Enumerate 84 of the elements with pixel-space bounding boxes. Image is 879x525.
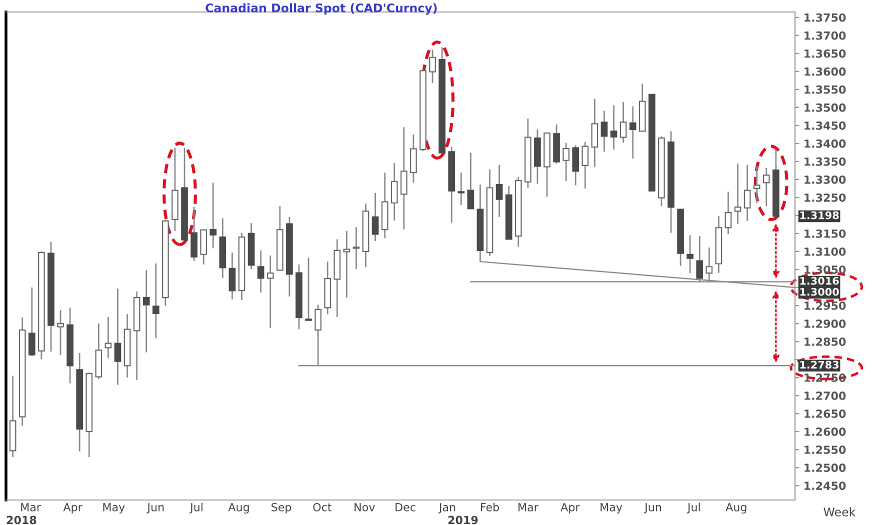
candlestick: [429, 49, 436, 84]
candlestick: [610, 104, 618, 150]
y-tick-label: 1.3150: [804, 229, 846, 238]
y-tick-label: 1.3700: [804, 31, 846, 40]
y-tick-label: 1.3450: [804, 121, 846, 130]
x-tick-label: Apr: [63, 503, 82, 514]
x-tick-label: May: [600, 503, 622, 514]
y-tick-label: 1.3250: [804, 193, 846, 202]
candlestick: [686, 234, 694, 274]
candlestick: [352, 226, 360, 270]
candlestick: [372, 192, 379, 242]
x-tick-label: May: [103, 503, 125, 514]
candlestick: [266, 254, 274, 329]
y-tick-label: 1.2850: [804, 338, 846, 346]
x-tick-label: Jun: [644, 503, 662, 514]
x-tick-label: Jul: [686, 502, 700, 514]
candlestick: [724, 191, 732, 235]
x-tick-label: Sep: [272, 502, 292, 514]
y-tick-label: 1.3750: [804, 13, 846, 22]
candlestick: [753, 165, 760, 204]
candlestick: [744, 164, 751, 222]
candlestick: [467, 152, 474, 210]
candlestick: [343, 230, 350, 298]
candlestick: [572, 144, 580, 186]
y-tick-label: 1.2900: [804, 320, 846, 328]
candlestick: [600, 110, 608, 152]
candlestick: [582, 141, 589, 190]
y-tick-label: 1.2500: [804, 464, 846, 472]
x-tick-label: Jul: [190, 502, 202, 514]
candlestick: [620, 101, 627, 144]
y-tick-label: 1.3400: [804, 139, 846, 148]
candlestick: [142, 270, 150, 354]
candlestick: [458, 172, 465, 206]
y-tick-label: 1.2950: [804, 301, 846, 310]
candlestick: [734, 162, 742, 224]
y-tick-label: 1.3500: [804, 103, 846, 112]
text: 2018: [6, 516, 36, 524]
candlestick: [762, 167, 770, 207]
candlestick: [210, 182, 217, 249]
y-tick-label: 1.3050: [804, 265, 846, 274]
candlestick: [410, 134, 417, 184]
x-tick-label: Oct: [313, 502, 332, 512]
x-tick-label: Mar: [518, 503, 538, 512]
y-tick-label: 1.3300: [804, 175, 846, 184]
candlestick: [629, 106, 636, 160]
chart-title: Canadian Dollar Spot (CAD'Curncy): [206, 3, 437, 15]
x-tick-label: Apr: [560, 503, 580, 514]
y-tick-label: 1.3100: [804, 247, 846, 256]
y-tick-label: 1.2450: [804, 482, 846, 490]
x-tick-label: Aug: [726, 503, 746, 514]
y-tick-label: 1.3550: [804, 85, 846, 94]
legend-label: 1.2783: [800, 360, 839, 369]
y-tick-label: 1.2650: [804, 410, 846, 418]
candlestick: [152, 262, 160, 339]
candlestick: [104, 316, 112, 359]
text: 2019: [448, 516, 478, 524]
candlestick: [228, 252, 236, 300]
candlestick: [562, 142, 570, 182]
x-tick-label: Jan: [438, 503, 456, 514]
annotation: 1.3198: [800, 211, 839, 220]
series-label: 1.3016: [800, 276, 839, 285]
y-tick-label: 1.3600: [804, 67, 846, 76]
x-tick-label: Dec: [396, 503, 416, 512]
candlestick: [400, 126, 408, 230]
candlestick: [591, 98, 598, 168]
text: Week: [824, 507, 856, 516]
x-tick-label: Aug: [228, 503, 249, 514]
candlestick: [305, 256, 312, 321]
y-tick-label: 1.2600: [804, 428, 846, 436]
candlestick: [390, 162, 398, 222]
y-tick-label: 1.3350: [804, 157, 846, 166]
candlestick: [57, 310, 64, 356]
x-tick-label: Mar: [21, 503, 42, 512]
x-tick-label: Feb: [481, 502, 499, 512]
x-tick-label: Nov: [354, 503, 375, 512]
x-tick-label: Jun: [146, 503, 164, 514]
candlestick: [28, 286, 36, 357]
y-tick-label: 1.3650: [804, 49, 846, 58]
candlestick: [257, 250, 264, 294]
candlestick: [496, 164, 503, 218]
y-tick-label: 1.2700: [804, 392, 846, 400]
candlestick: [114, 288, 122, 386]
y-tick-label: 1.2550: [804, 446, 846, 454]
legend-label: 1.3000: [800, 288, 839, 296]
